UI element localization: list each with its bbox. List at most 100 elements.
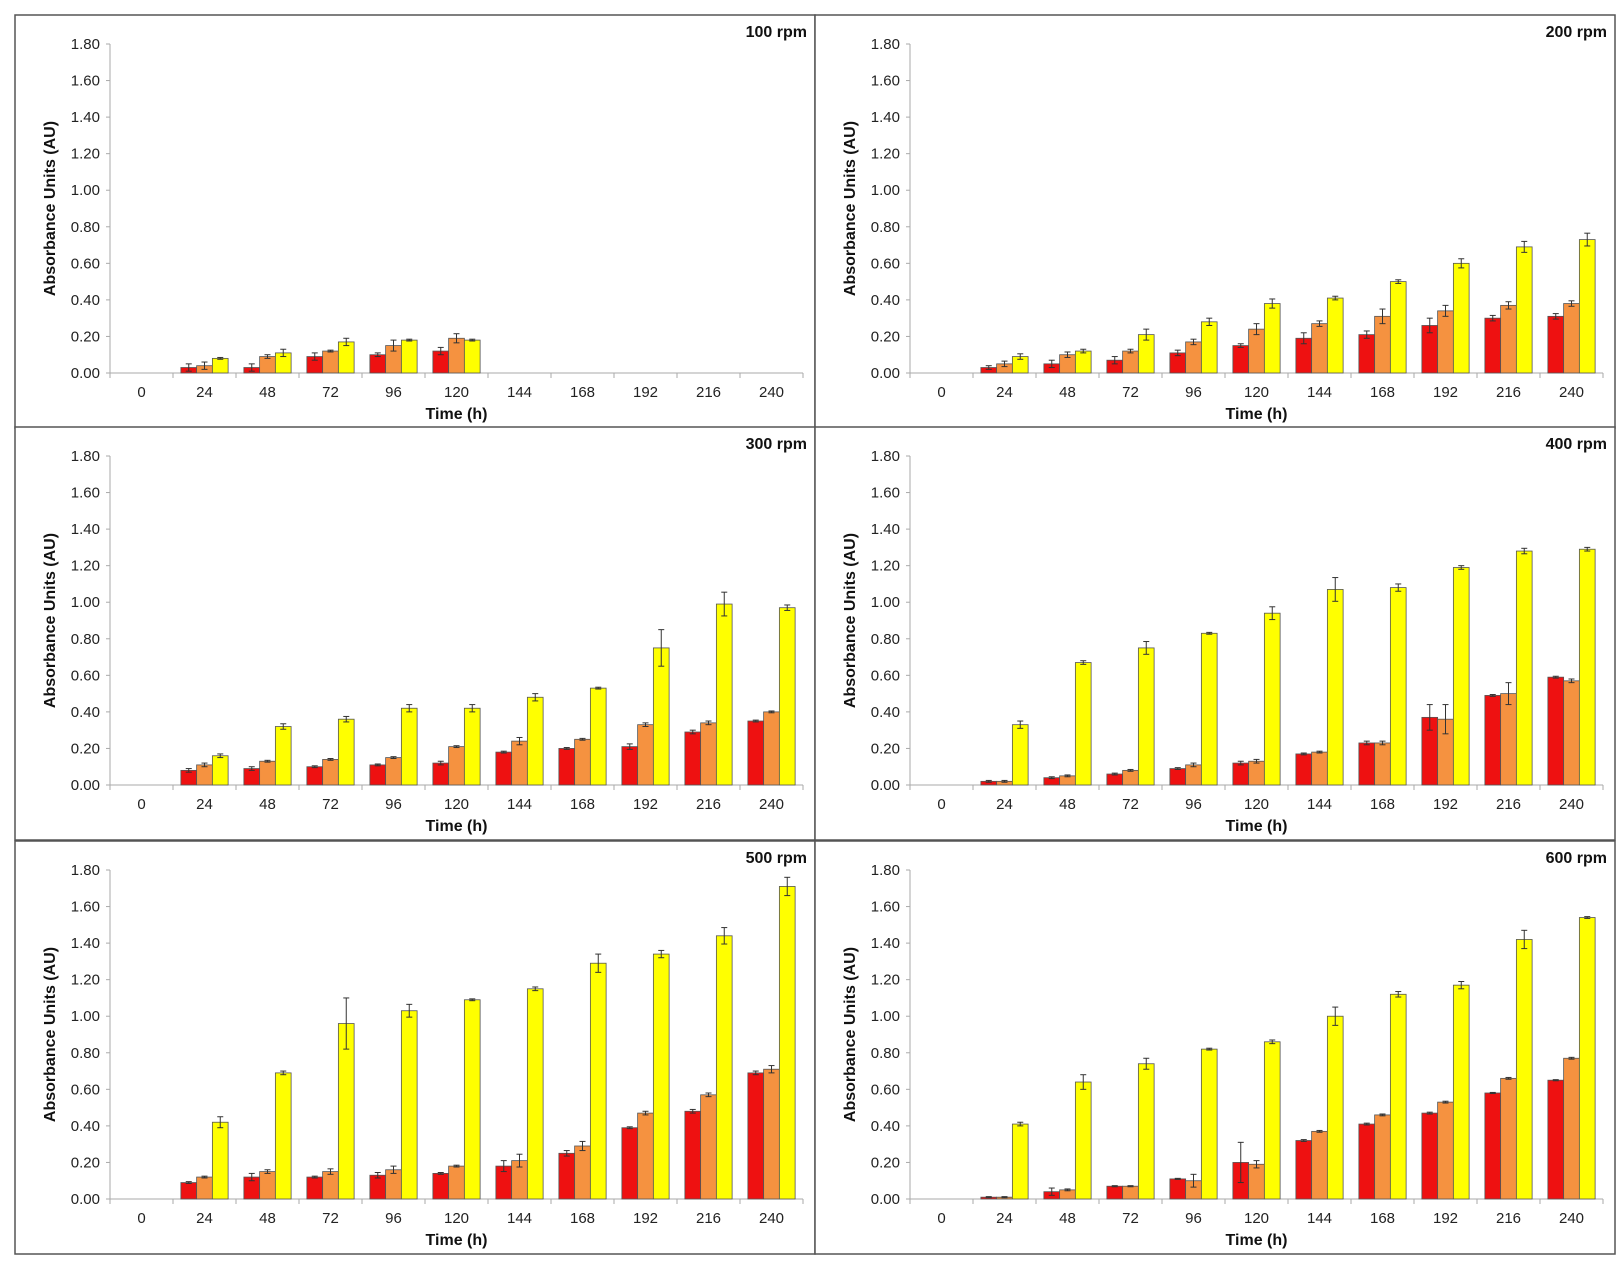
x-tick-label: 240 [1559, 1210, 1584, 1227]
bar [1484, 317, 1502, 374]
y-axis-label: Absorbance Units (AU) [42, 121, 59, 296]
x-tick-label: 168 [1370, 384, 1395, 401]
bar [1547, 315, 1565, 374]
bar [1515, 939, 1533, 1200]
bar [196, 764, 213, 786]
bar [700, 1094, 717, 1200]
x-tick-label: 96 [1185, 1210, 1202, 1227]
bar [574, 738, 591, 786]
x-tick-label: 240 [759, 1210, 784, 1227]
bar [400, 1010, 418, 1200]
x-tick-label: 192 [1433, 1210, 1458, 1227]
bar [1500, 1077, 1517, 1200]
x-tick-label: 48 [1059, 1210, 1076, 1227]
bar [448, 746, 465, 786]
x-axis-label: Time (h) [426, 818, 488, 835]
bar [1169, 768, 1187, 786]
y-tick-label: 1.00 [71, 1008, 100, 1025]
bar [448, 337, 465, 374]
bar [589, 962, 607, 1200]
bar [369, 1174, 387, 1200]
bar [1358, 334, 1376, 374]
x-tick-label: 72 [322, 796, 339, 813]
bar [1200, 321, 1218, 374]
panel-title: 300 rpm [746, 436, 807, 453]
y-tick-label: 0.60 [871, 1081, 900, 1098]
bar [715, 603, 733, 786]
x-tick-label: 216 [696, 384, 721, 401]
y-tick-label: 1.20 [871, 146, 900, 163]
bar [1074, 350, 1092, 374]
bar [1578, 239, 1596, 374]
x-tick-label: 240 [1559, 384, 1584, 401]
bar [652, 647, 670, 786]
bar [306, 766, 324, 786]
bar [463, 999, 481, 1200]
y-tick-label: 0.60 [71, 1081, 100, 1098]
y-tick-label: 0.00 [71, 365, 100, 382]
bar [1248, 1163, 1265, 1200]
bar [1547, 676, 1565, 786]
bar [259, 356, 276, 374]
y-axis-label: Absorbance Units (AU) [842, 121, 859, 296]
bar [400, 339, 418, 374]
bar [1563, 680, 1580, 786]
bar [1074, 1081, 1092, 1200]
y-tick-label: 1.80 [71, 36, 100, 53]
y-tick-label: 1.20 [871, 972, 900, 989]
y-tick-label: 0.00 [871, 365, 900, 382]
bar [1437, 1101, 1454, 1200]
y-tick-label: 0.60 [71, 667, 100, 684]
x-tick-label: 48 [259, 384, 276, 401]
y-tick-label: 0.40 [71, 292, 100, 309]
y-tick-label: 1.20 [871, 558, 900, 575]
bar [558, 748, 576, 786]
bar [448, 1165, 465, 1200]
x-tick-label: 0 [137, 384, 145, 401]
x-tick-label: 24 [196, 1210, 213, 1227]
bar [337, 1023, 355, 1200]
bar [1547, 1079, 1565, 1200]
x-tick-label: 24 [196, 384, 213, 401]
y-tick-label: 1.60 [871, 485, 900, 502]
x-tick-label: 96 [385, 384, 402, 401]
bar [1374, 315, 1391, 374]
bar [1421, 1112, 1439, 1200]
y-axis-label: Absorbance Units (AU) [42, 947, 59, 1122]
bar [1358, 1123, 1376, 1200]
y-tick-label: 1.80 [871, 862, 900, 879]
x-tick-label: 168 [570, 384, 595, 401]
x-tick-label: 192 [1433, 384, 1458, 401]
y-tick-label: 0.60 [71, 255, 100, 272]
bar [1106, 773, 1124, 786]
x-tick-label: 144 [1307, 796, 1332, 813]
bar [1563, 303, 1580, 374]
bar [1500, 693, 1517, 786]
bar [463, 339, 481, 374]
bar [1326, 297, 1344, 374]
bar [180, 1182, 198, 1200]
y-tick-label: 0.40 [871, 1118, 900, 1135]
bar [589, 687, 607, 786]
x-tick-label: 120 [1244, 796, 1269, 813]
x-tick-label: 48 [259, 1210, 276, 1227]
y-axis-label: Absorbance Units (AU) [842, 533, 859, 708]
bar [1452, 262, 1470, 374]
panel-title: 600 rpm [1546, 850, 1607, 867]
bar [1358, 742, 1376, 786]
bar [1122, 769, 1139, 786]
bar [1389, 993, 1407, 1200]
y-tick-label: 1.00 [871, 594, 900, 611]
y-tick-label: 1.60 [71, 899, 100, 916]
panel-title: 100 rpm [746, 24, 807, 41]
bar [1169, 1178, 1187, 1200]
x-tick-label: 120 [1244, 1210, 1269, 1227]
bar [1452, 984, 1470, 1200]
y-axis-label: Absorbance Units (AU) [42, 533, 59, 708]
bar [243, 768, 261, 786]
bar [1200, 632, 1218, 786]
x-axis-label: Time (h) [426, 1232, 488, 1249]
bar [306, 1176, 324, 1200]
bar [1122, 350, 1139, 374]
chart-panel: 600 rpm 0.00 0.20 0.40 0.60 0.80 1.00 1.20 1.40 1… [814, 840, 1616, 1255]
